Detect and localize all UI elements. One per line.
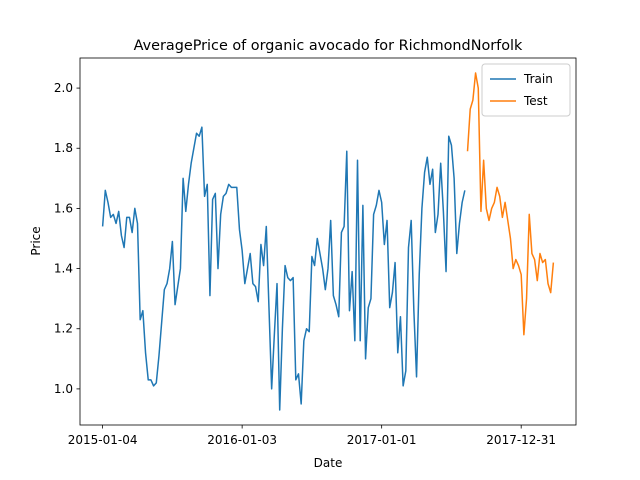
axes-frame <box>79 57 577 426</box>
x-tick-label: 2015-01-04 <box>68 433 138 447</box>
y-tick-label: 1.6 <box>54 201 73 215</box>
legend-box <box>481 63 571 117</box>
x-tick-label: 2016-01-03 <box>207 433 277 447</box>
y-tick-label: 1.0 <box>54 382 73 396</box>
legend-label: Test <box>523 94 548 108</box>
x-tick-label: 2017-12-31 <box>486 433 556 447</box>
y-tick-label: 1.4 <box>54 262 73 276</box>
y-tick-label: 2.0 <box>54 81 73 95</box>
chart-title: AveragePrice of organic avocado for Rich… <box>134 38 523 54</box>
data-line <box>466 72 555 336</box>
y-axis-label: Price <box>29 226 43 255</box>
x-axis-label: Date <box>314 456 343 470</box>
data-line <box>101 126 466 411</box>
y-tick-label: 1.2 <box>54 322 73 336</box>
y-tick-label: 1.8 <box>54 141 73 155</box>
x-tick-label: 2017-01-01 <box>347 433 417 447</box>
legend-label: Train <box>523 72 553 86</box>
